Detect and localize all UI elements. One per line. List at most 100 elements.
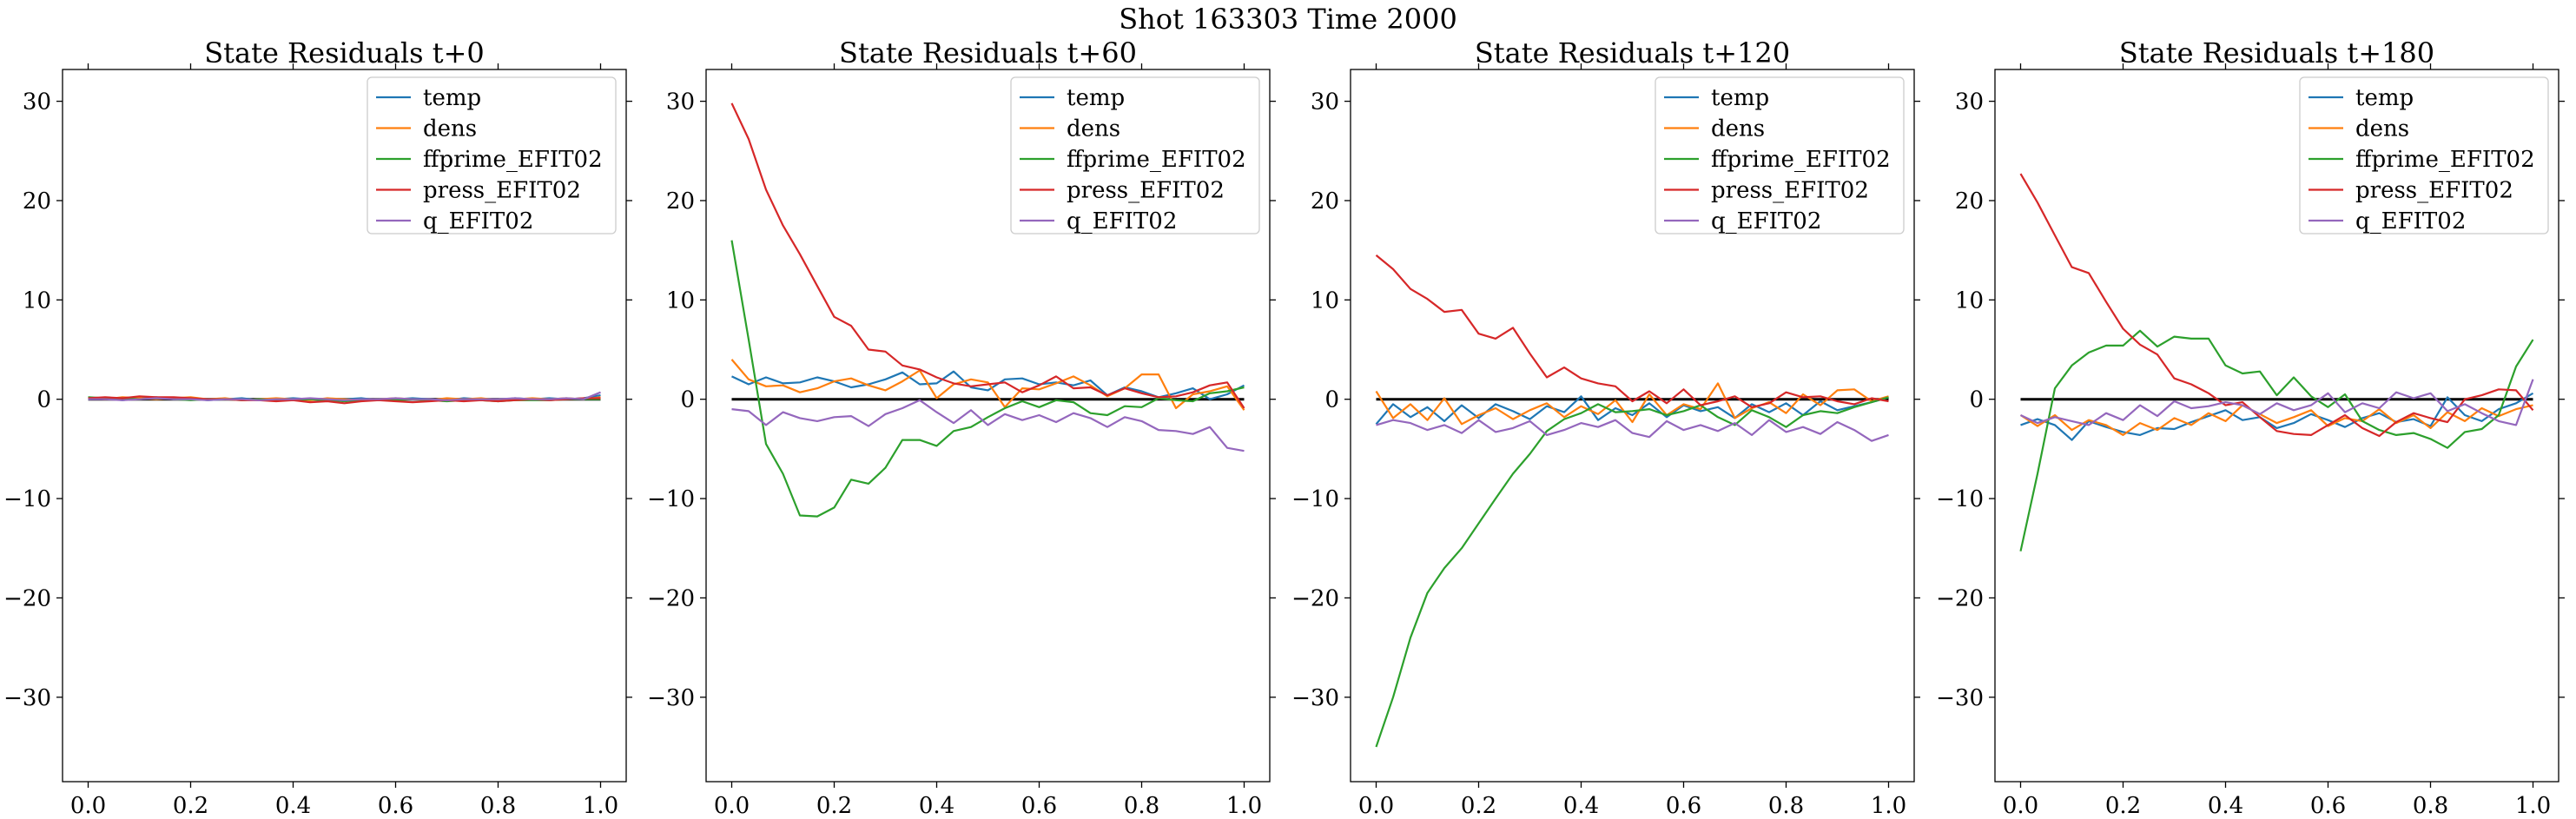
y-tick-label: −30	[1936, 685, 1984, 711]
series-line-q-efit02	[731, 399, 1245, 452]
y-tick-label: −10	[1291, 486, 1339, 512]
legend-item: dens	[2308, 116, 2409, 142]
axes-frame	[62, 69, 627, 783]
legend-item: q_EFIT02	[1664, 208, 1821, 234]
y-tick-label: −20	[1936, 585, 1984, 611]
legend-box	[2299, 76, 2549, 234]
legend-item: ffprime_EFIT02	[1020, 147, 1246, 173]
axes-frame	[1994, 69, 2559, 783]
legend-item: q_EFIT02	[1020, 208, 1177, 234]
panel-4: State Residuals t+180 0.0 0.2 0.4 0.6 0.8 1.0 −…	[1936, 36, 2565, 819]
y-tick-label: −10	[3, 486, 51, 512]
y-tick-label: 0	[1324, 387, 1339, 413]
series-line-press-efit02	[2019, 173, 2534, 438]
legend-item: temp	[1020, 85, 1125, 111]
x-tick-label: 0.6	[1666, 793, 1701, 819]
legend-label: dens	[1067, 116, 1120, 142]
series-line-q-efit02	[88, 391, 601, 401]
legend-label: press_EFIT02	[1711, 178, 1869, 204]
x-tick-label: 0.2	[816, 793, 852, 819]
legend-label: temp	[423, 85, 481, 111]
x-tick-label: 1.0	[2515, 793, 2551, 819]
legend-label: temp	[1067, 85, 1125, 111]
y-tick-label: 10	[23, 287, 51, 314]
x-tick-label: 0.4	[919, 793, 954, 819]
legend-box	[1655, 76, 1905, 234]
legend-item: press_EFIT02	[376, 178, 581, 204]
x-tick-label: 0.0	[714, 793, 750, 819]
series-line-q-efit02	[2020, 379, 2534, 426]
series-line-press-efit02	[730, 102, 1245, 409]
legend-label: press_EFIT02	[423, 178, 581, 204]
y-tick-label: 10	[1311, 287, 1339, 314]
legend-label: ffprime_EFIT02	[1067, 147, 1246, 173]
x-tick-label: 0.6	[378, 793, 413, 819]
y-tick-label: −20	[647, 585, 695, 611]
legend-label: press_EFIT02	[2355, 178, 2513, 204]
legend-item: temp	[1664, 85, 1769, 111]
x-tick-label: 0.8	[1124, 793, 1159, 819]
x-tick-label: 0.2	[173, 793, 208, 819]
x-tick-label: 0.0	[70, 793, 106, 819]
legend: temp dens ffprime_EFIT02 press_EFIT02 q_EFIT…	[1655, 76, 1905, 234]
legend-item: dens	[1664, 116, 1765, 142]
panel-2: State Residuals t+60 0.0 0.2 0.4 0.6 0.8 1.0 −3…	[647, 36, 1276, 819]
legend-item: q_EFIT02	[376, 208, 533, 234]
legend-label: dens	[1711, 116, 1765, 142]
legend-label: q_EFIT02	[423, 208, 533, 234]
legend-label: temp	[2355, 85, 2414, 111]
series-line-q-efit02	[1376, 419, 1889, 442]
x-tick-label: 0.0	[2003, 793, 2038, 819]
y-tick-label: 30	[23, 89, 51, 116]
panels: State Residuals t+0 0.0 0.2 0.4 0.6 0.8 1.0 −30…	[3, 36, 2565, 819]
x-tick-label: 0.8	[2413, 793, 2448, 819]
x-tick-label: 0.2	[2105, 793, 2141, 819]
series-line-temp	[2020, 392, 2534, 441]
legend-label: dens	[423, 116, 477, 142]
legend-label: q_EFIT02	[1067, 208, 1177, 234]
panel-title: State Residuals t+120	[1475, 36, 1790, 69]
x-tick-label: 1.0	[1226, 793, 1262, 819]
y-tick-label: 20	[23, 188, 51, 215]
figure-suptitle: Shot 163303 Time 2000	[1119, 3, 1457, 36]
x-tick-label: 0.4	[275, 793, 311, 819]
series-line-ffprime-efit02	[730, 240, 1245, 518]
legend-item: ffprime_EFIT02	[2308, 147, 2535, 173]
y-tick-label: −20	[3, 585, 51, 611]
legend-item: press_EFIT02	[1020, 178, 1225, 204]
legend-box	[1010, 76, 1260, 234]
legend: temp dens ffprime_EFIT02 press_EFIT02 q_EFIT…	[2299, 76, 2549, 234]
x-tick-label: 0.0	[1358, 793, 1394, 819]
x-tick-label: 0.6	[1021, 793, 1057, 819]
x-tick-label: 0.4	[1563, 793, 1599, 819]
legend-label: q_EFIT02	[1711, 208, 1821, 234]
y-tick-label: 10	[1955, 287, 1984, 314]
y-tick-label: 30	[666, 89, 695, 116]
y-tick-label: −30	[1291, 685, 1339, 711]
legend-label: temp	[1711, 85, 1769, 111]
x-tick-label: 0.2	[1461, 793, 1496, 819]
legend-item: press_EFIT02	[2308, 178, 2513, 204]
y-tick-label: 0	[1969, 387, 1984, 413]
legend-label: press_EFIT02	[1067, 178, 1225, 204]
axes-frame	[1350, 69, 1915, 783]
x-tick-label: 0.6	[2310, 793, 2346, 819]
legend: temp dens ffprime_EFIT02 press_EFIT02 q_EFIT…	[1010, 76, 1260, 234]
series-line-press-efit02	[88, 395, 601, 405]
panel-title: State Residuals t+180	[2119, 36, 2434, 69]
y-tick-label: 30	[1955, 89, 1984, 116]
y-tick-label: 20	[1955, 188, 1984, 215]
legend-item: q_EFIT02	[2308, 208, 2466, 234]
x-tick-label: 0.8	[1768, 793, 1804, 819]
y-tick-label: 20	[666, 188, 695, 215]
y-tick-label: −20	[1291, 585, 1339, 611]
legend-label: ffprime_EFIT02	[1711, 147, 1891, 173]
x-tick-label: 1.0	[1871, 793, 1906, 819]
y-tick-label: 10	[666, 287, 695, 314]
x-tick-label: 0.8	[480, 793, 516, 819]
panel-3: State Residuals t+120 0.0 0.2 0.4 0.6 0.8 1.0 −…	[1291, 36, 1920, 819]
y-tick-label: −10	[647, 486, 695, 512]
legend-item: dens	[376, 116, 477, 142]
legend-item: press_EFIT02	[1664, 178, 1869, 204]
